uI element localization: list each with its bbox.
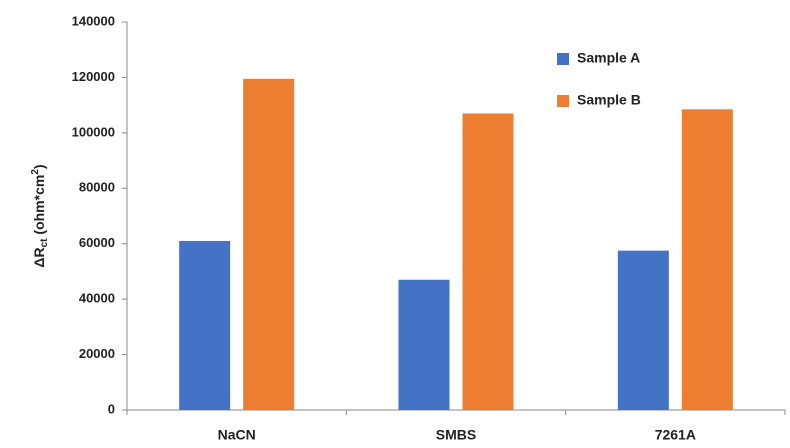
legend-label: Sample B [577, 92, 641, 108]
bar [179, 240, 231, 410]
y-label-sub: ct [39, 238, 50, 248]
y-label-part: (ohm*cm [31, 175, 47, 239]
y-tick-label: 20000 [79, 346, 115, 361]
y-tick-label: 0 [108, 401, 115, 416]
y-tick-label: 80000 [79, 180, 115, 195]
y-tick-label: 140000 [72, 13, 115, 28]
y-tick-label: 100000 [72, 124, 115, 139]
y-label-part: ) [31, 164, 47, 169]
x-tick-label: 7261A [655, 427, 696, 443]
y-tick-label: 120000 [72, 69, 115, 84]
x-tick-label: SMBS [436, 427, 476, 443]
y-tick-label: 40000 [79, 291, 115, 306]
bar [398, 279, 450, 410]
legend-swatch [557, 53, 569, 65]
legend-label: Sample A [577, 50, 640, 66]
y-axis-label: ΔRct (ohm*cm2) [30, 164, 50, 267]
x-tick-label: NaCN [218, 427, 256, 443]
bar [462, 113, 514, 410]
y-label-sup: 2 [30, 169, 41, 175]
legend-swatch [557, 95, 569, 107]
bar [243, 78, 295, 411]
bar [681, 109, 733, 411]
y-tick-label: 60000 [79, 235, 115, 250]
y-label-part: ΔR [31, 247, 47, 267]
bar [617, 250, 669, 410]
